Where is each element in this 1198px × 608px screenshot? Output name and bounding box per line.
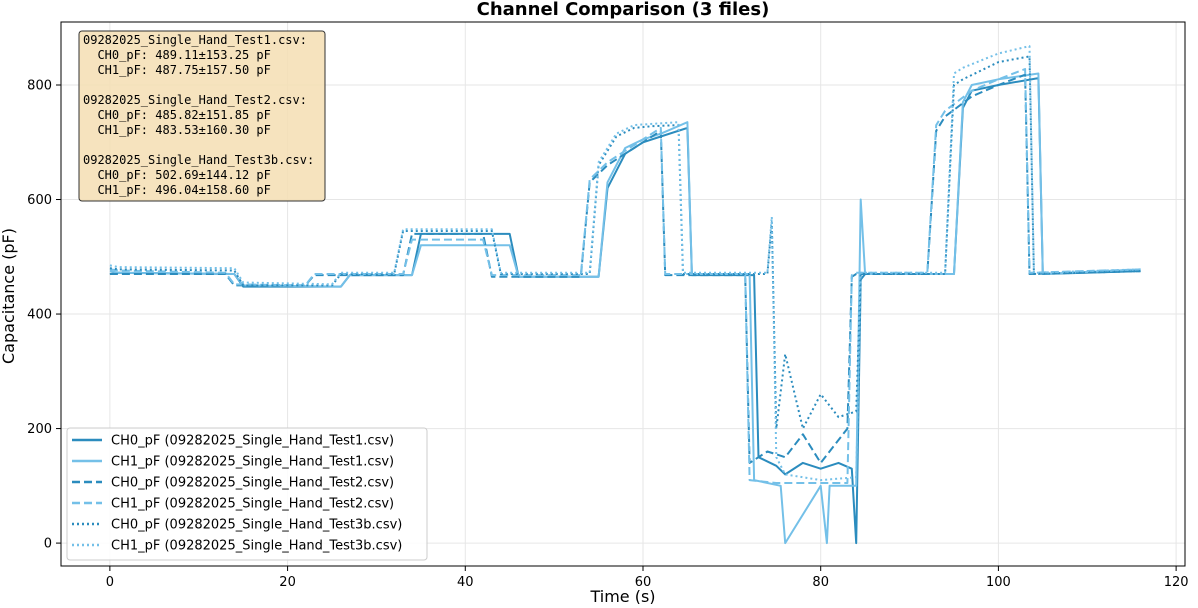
legend-label: CH0_pF (09282025_Single_Hand_Test1.csv)	[111, 434, 394, 449]
series-line-3	[109, 73, 1141, 464]
y-tick-label: 0	[44, 537, 52, 552]
x-tick-label: 120	[1164, 575, 1189, 590]
y-tick-label: 200	[27, 422, 52, 437]
legend-label: CH0_pF (09282025_Single_Hand_Test2.csv)	[111, 476, 394, 491]
y-axis-label: Capacitance (pF)	[0, 228, 18, 364]
series-line-4	[109, 68, 1141, 484]
stats-line: CH1_pF: 487.75±157.50 pF	[83, 63, 271, 77]
x-tick-label: 100	[986, 575, 1011, 590]
stats-line: 09282025_Single_Hand_Test3b.csv:	[83, 153, 314, 167]
plot-area	[109, 45, 1141, 545]
x-tick-label: 20	[279, 575, 296, 590]
plot-frame	[60, 21, 1186, 567]
series-line-5	[109, 55, 1141, 430]
x-tick-label: 60	[635, 575, 652, 590]
y-tick-label: 600	[27, 193, 52, 208]
x-axis-label: Time (s)	[589, 587, 655, 604]
legend: CH0_pF (09282025_Single_Hand_Test1.csv) C…	[66, 427, 428, 561]
legend-label: CH1_pF (09282025_Single_Hand_Test1.csv)	[111, 455, 394, 470]
legend-label: CH1_pF (09282025_Single_Hand_Test2.csv)	[111, 497, 394, 512]
stats-line: 09282025_Single_Hand_Test2.csv:	[83, 93, 307, 107]
x-tick-label: 40	[457, 575, 474, 590]
series-line-6	[109, 45, 1141, 482]
y-tick-label: 800	[27, 78, 52, 93]
stats-line: CH1_pF: 496.04±158.60 pF	[83, 183, 271, 197]
axes: 0 20 40 60 80 100 120 0 200 400 600 800	[27, 21, 1189, 590]
stats-line: CH1_pF: 483.53±160.30 pF	[83, 123, 271, 137]
stats-box-background	[78, 30, 326, 202]
stats-line: 09282025_Single_Hand_Test1.csv:	[83, 33, 307, 47]
stats-line: CH0_pF: 502.69±144.12 pF	[83, 168, 271, 182]
chart-title: Channel Comparison (3 files)	[477, 0, 770, 20]
legend-label: CH0_pF (09282025_Single_Hand_Test3b.csv)	[111, 518, 402, 533]
x-tick-label: 80	[812, 575, 829, 590]
y-tick-label: 400	[27, 308, 52, 323]
legend-box	[66, 427, 428, 561]
stats-box: 09282025_Single_Hand_Test1.csv: CH0_pF: …	[78, 30, 326, 202]
stats-line: CH0_pF: 489.11±153.25 pF	[83, 48, 271, 62]
x-tick-label: 0	[106, 575, 114, 590]
legend-label: CH1_pF (09282025_Single_Hand_Test3b.csv)	[111, 539, 402, 554]
stats-line: CH0_pF: 485.82±151.85 pF	[83, 108, 271, 122]
